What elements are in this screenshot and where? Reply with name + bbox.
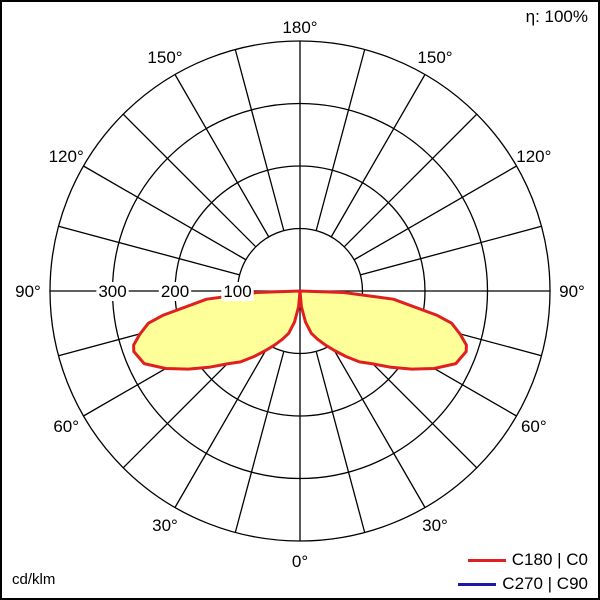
grid-spoke xyxy=(343,113,478,248)
legend-item-c270-c90: C270 | C90 xyxy=(458,574,588,594)
grid-spoke xyxy=(174,344,270,508)
grid-spoke xyxy=(330,74,426,238)
angle-label-90-left: 90° xyxy=(15,282,41,301)
radial-tick-label-bg xyxy=(158,282,192,301)
angle-label-90-right: 90° xyxy=(559,282,585,301)
angle-label-30-left: 30° xyxy=(152,516,178,535)
radial-tick-label: 200 xyxy=(161,282,189,301)
legend-swatch-c180-c0 xyxy=(467,558,506,562)
angle-label-150-left: 150° xyxy=(147,48,182,67)
radial-tick-label-bg xyxy=(221,282,254,301)
legend-label-c180-c0: C180 | C0 xyxy=(511,550,588,569)
angle-label-120-left: 120° xyxy=(49,147,84,166)
grid-spoke xyxy=(234,351,285,533)
angle-label-60-left: 60° xyxy=(53,417,79,436)
axis-labels: 0° 180° 30° 30° 60° 60° 120° 120° 150° 150° 90° 90°… xyxy=(15,18,585,571)
grid-spoke xyxy=(315,49,366,231)
radial-tick-label: 300 xyxy=(98,282,126,301)
angle-label-60-right: 60° xyxy=(521,417,547,436)
efficiency-label: η: 100% xyxy=(525,7,588,26)
angle-label-120-right: 120° xyxy=(516,147,551,166)
grid-spoke xyxy=(174,74,270,238)
legend-item-c180-c0: C180 | C0 xyxy=(467,550,588,570)
angle-label-0: 0° xyxy=(292,552,308,571)
angle-label-150-right: 150° xyxy=(417,48,452,67)
grid-spoke xyxy=(330,344,426,508)
angle-label-180: 180° xyxy=(282,18,317,37)
curve-lobe-right xyxy=(298,289,468,371)
grid-spoke xyxy=(83,165,247,261)
curve-lobe-left xyxy=(132,289,302,371)
angle-label-30-right: 30° xyxy=(422,516,448,535)
radial-tick-label: 100 xyxy=(223,282,251,301)
light-distribution-curves xyxy=(132,289,468,371)
legend-label-c270-c90: C270 | C90 xyxy=(502,574,588,593)
grid-spoke xyxy=(122,113,257,248)
grid-spoke xyxy=(360,225,542,276)
radial-tick-label-bg xyxy=(96,282,129,301)
grid-spoke xyxy=(315,351,366,533)
grid-spoke xyxy=(58,225,240,276)
grid-spoke xyxy=(353,165,517,261)
grid-spoke xyxy=(234,49,285,231)
legend-swatch-c270-c90 xyxy=(458,582,497,586)
units-label: cd/klm xyxy=(12,571,56,588)
